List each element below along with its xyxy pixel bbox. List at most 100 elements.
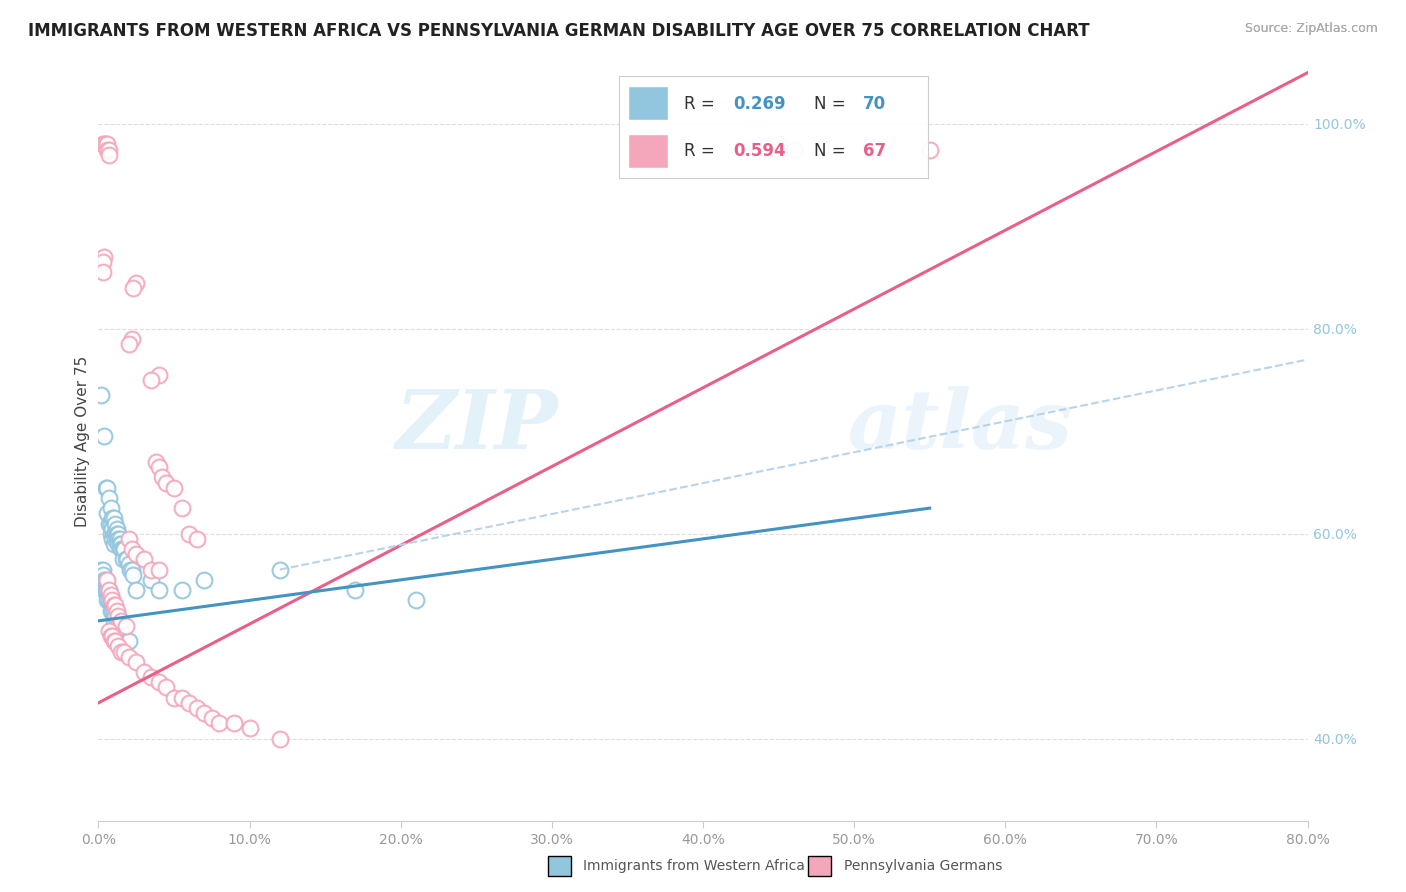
Point [94,573,117,587]
Point [94,481,117,495]
Point [170,501,193,516]
Point [121,563,143,577]
Point [98,143,121,157]
Point [96,593,118,607]
Point [148,675,170,690]
Point [125,276,148,290]
Text: 67: 67 [863,142,886,160]
Point [269,731,291,746]
Point [163,481,186,495]
Point [148,563,170,577]
Point [101,532,124,546]
Point [94,583,117,598]
Point [100,629,122,643]
Text: Source: ZipAtlas.com: Source: ZipAtlas.com [1244,22,1378,36]
Text: Immigrants from Western Africa: Immigrants from Western Africa [583,859,806,873]
Point [111,552,134,566]
Text: atlas: atlas [848,386,1073,467]
Point [100,604,122,618]
Point [104,526,127,541]
Point [145,455,167,469]
Point [101,593,124,607]
Point [98,516,121,531]
Point [103,526,125,541]
Text: Pennsylvania Germans: Pennsylvania Germans [844,859,1002,873]
Point [105,614,128,628]
Point [104,532,127,546]
Point [122,567,145,582]
Point [405,593,427,607]
Point [110,644,132,658]
Point [108,537,131,551]
Point [114,619,136,633]
Point [239,722,262,736]
Point [155,681,177,695]
Point [100,588,122,602]
Point [98,583,121,598]
Point [125,655,148,669]
Point [110,614,132,628]
Point [118,532,141,546]
Point [110,542,132,557]
Point [107,640,129,654]
Point [114,634,136,648]
Point [768,137,790,152]
Point [91,255,114,269]
Point [107,537,129,551]
Point [224,716,246,731]
Point [114,552,136,566]
Point [112,644,135,658]
Point [148,583,170,598]
Point [179,696,201,710]
Text: ZIP: ZIP [395,386,558,467]
Point [96,143,118,157]
Point [141,573,163,587]
Point [105,526,128,541]
Point [98,624,121,639]
Point [100,526,122,541]
Point [103,599,125,613]
Text: R =: R = [683,95,720,112]
Point [108,532,131,546]
Point [104,516,127,531]
Point [104,599,127,613]
Point [118,337,141,351]
Point [155,475,177,490]
Point [125,583,148,598]
Point [90,388,112,402]
Point [90,563,112,577]
Point [118,558,141,572]
FancyBboxPatch shape [628,135,668,168]
Point [101,604,124,618]
Point [110,624,132,639]
Point [105,604,128,618]
Point [141,670,163,684]
Point [96,573,118,587]
Point [93,250,115,264]
Point [101,593,124,607]
Point [98,147,121,161]
Point [122,281,145,295]
Text: 0.594: 0.594 [733,142,786,160]
Point [107,526,129,541]
Point [98,583,121,598]
Text: R =: R = [683,142,720,160]
Point [179,526,201,541]
Text: IMMIGRANTS FROM WESTERN AFRICA VS PENNSYLVANIA GERMAN DISABILITY AGE OVER 75 COR: IMMIGRANTS FROM WESTERN AFRICA VS PENNSY… [28,22,1090,40]
Text: 0.269: 0.269 [733,95,786,112]
Point [163,690,186,705]
Point [98,491,121,505]
Point [108,624,131,639]
Point [91,137,114,152]
Point [118,649,141,664]
Point [918,143,941,157]
Point [193,573,215,587]
Point [91,567,114,582]
Point [103,604,125,618]
Point [103,511,125,525]
Point [121,332,143,346]
Point [115,552,138,566]
Point [120,563,142,577]
Point [193,706,215,720]
Point [101,629,124,643]
